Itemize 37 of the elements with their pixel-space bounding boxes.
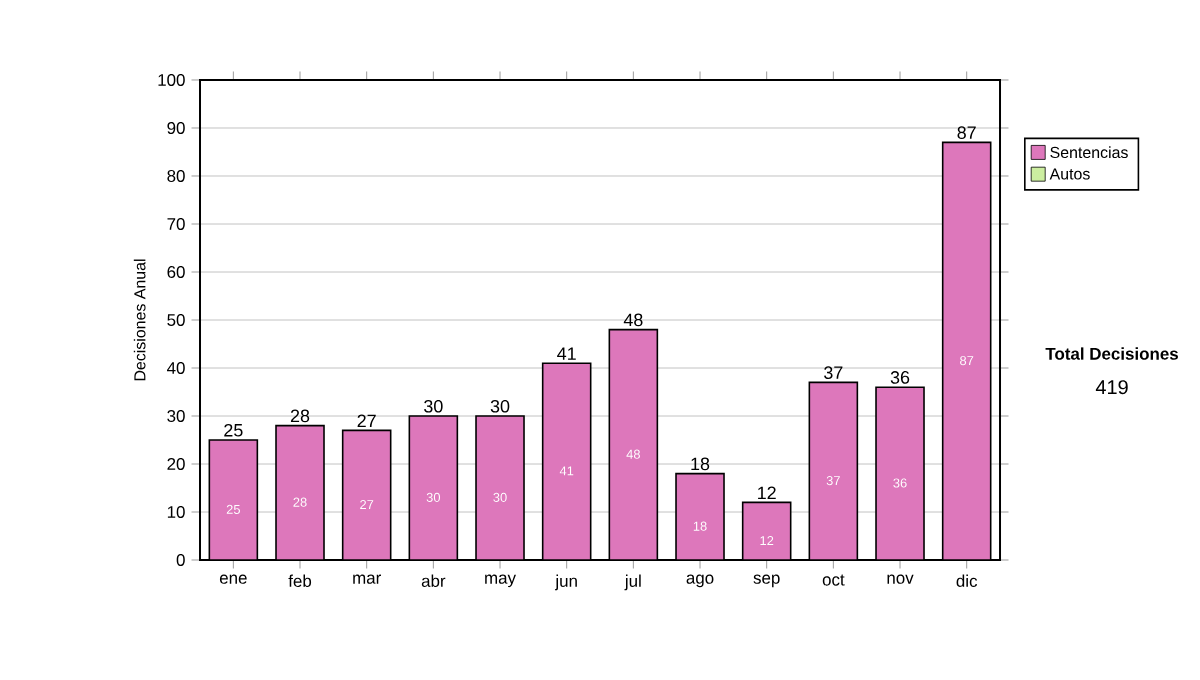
x-tick-label: may: [485, 574, 516, 588]
y-tick-label: 30: [167, 410, 185, 422]
total-label: 48: [623, 313, 643, 327]
total-label: 30: [424, 399, 443, 413]
y-tick-label: 70: [167, 218, 185, 230]
y-tick-label: 20: [167, 458, 185, 470]
total-label: 28: [290, 409, 310, 423]
y-tick-label: 50: [167, 314, 185, 326]
y-tick-label: 90: [167, 122, 185, 134]
x-tick-label: nov: [887, 574, 914, 584]
total-label: 36: [890, 371, 910, 384]
x-tick-label: oct: [822, 574, 845, 586]
text: Total Decisiones: [1045, 347, 1178, 360]
total-label: 37: [824, 366, 843, 380]
y-tick-label: 80: [167, 170, 185, 182]
x-tick-label: ago: [686, 574, 714, 588]
x-tick-label: mar: [353, 574, 381, 584]
y-tick-label: 40: [167, 362, 185, 374]
y-tick-label: 60: [167, 266, 185, 278]
x-tick-label: jul: [624, 574, 641, 591]
total-label: 12: [758, 486, 776, 499]
total-label: 87: [957, 126, 976, 140]
x-tick-label: feb: [288, 574, 312, 587]
total-label: 41: [557, 347, 576, 360]
total-label: 27: [357, 414, 376, 427]
y-tick-label: 100: [158, 74, 185, 86]
x-tick-label: ene: [219, 574, 247, 584]
total-label: 18: [691, 457, 710, 471]
x-tick-label: abr: [421, 574, 446, 587]
total-label: 30: [490, 399, 510, 413]
x-tick-label: jun: [554, 574, 577, 591]
text: 419: [1095, 380, 1128, 395]
total-label: 25: [224, 423, 243, 437]
x-tick-label: sep: [753, 574, 780, 588]
y-tick-label: 0: [176, 554, 185, 566]
x-tick-label: dic: [956, 574, 978, 587]
y-tick-label: 10: [167, 506, 185, 518]
